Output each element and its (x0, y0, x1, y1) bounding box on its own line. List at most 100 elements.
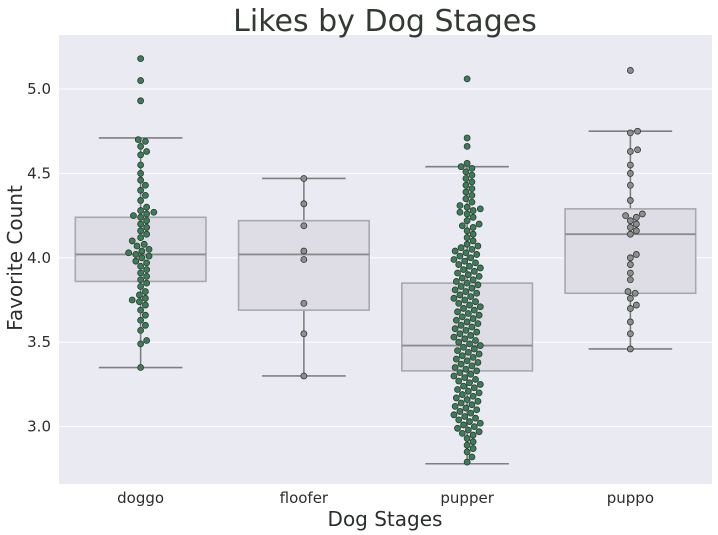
data-point (463, 159, 471, 167)
data-point (476, 419, 484, 427)
data-point (300, 299, 308, 307)
data-point (476, 381, 484, 388)
data-point (467, 254, 475, 262)
data-point (300, 175, 308, 182)
data-point (469, 230, 477, 238)
data-point (622, 212, 629, 220)
data-point (626, 305, 634, 312)
data-point (463, 279, 471, 287)
data-point (476, 264, 484, 272)
data-point (473, 406, 481, 414)
data-point (472, 259, 479, 267)
data-point (137, 316, 145, 324)
data-point (475, 350, 483, 358)
data-point (455, 299, 463, 307)
data-point (469, 224, 477, 231)
data-point (466, 418, 473, 425)
data-point (456, 330, 464, 338)
data-point (143, 337, 151, 344)
data-point (452, 316, 460, 324)
data-point (463, 234, 471, 241)
data-point (462, 365, 470, 373)
data-point (450, 333, 458, 341)
data-point (143, 259, 151, 267)
data-point (463, 217, 471, 225)
data-point (137, 276, 145, 284)
data-point (142, 191, 149, 199)
data-point (137, 364, 145, 371)
data-point (468, 362, 476, 370)
data-point (632, 220, 640, 228)
data-point (626, 330, 634, 338)
data-point (142, 294, 149, 302)
data-point (300, 247, 308, 255)
data-point (137, 97, 145, 105)
data-point (468, 401, 476, 409)
x-tick-label: floofer (280, 489, 329, 507)
data-point (137, 207, 145, 214)
data-point (455, 261, 463, 268)
data-point (300, 200, 308, 208)
data-point (475, 311, 483, 319)
data-point (626, 269, 634, 277)
data-point (300, 256, 308, 263)
data-point (626, 224, 634, 231)
data-point (462, 404, 470, 412)
data-point (463, 357, 471, 365)
data-point (137, 326, 145, 334)
data-point (143, 203, 151, 211)
data-point (455, 338, 463, 346)
data-point (468, 284, 476, 292)
data-point (136, 298, 143, 306)
data-point (626, 181, 634, 189)
data-point (134, 136, 142, 144)
data-point (451, 402, 459, 410)
data-point (469, 213, 477, 221)
data-point (458, 274, 466, 282)
data-point (469, 207, 477, 214)
chart-title: Likes by Dog Stages (233, 4, 537, 39)
y-axis-label: Favorite Count (3, 185, 27, 331)
data-point (128, 296, 136, 304)
data-point (463, 210, 471, 218)
data-point (143, 210, 151, 218)
data-point (468, 191, 476, 199)
data-point (137, 269, 145, 277)
data-point (634, 146, 641, 154)
data-point (464, 310, 472, 317)
data-point (463, 240, 471, 248)
data-point (450, 294, 458, 302)
data-point (463, 448, 471, 456)
data-point (460, 343, 467, 351)
data-point (475, 428, 483, 436)
data-point (457, 283, 465, 290)
data-point (462, 326, 470, 334)
data-point (137, 176, 145, 184)
data-point (467, 409, 475, 417)
data-point (300, 222, 308, 230)
data-point (452, 355, 460, 363)
data-point (632, 227, 640, 235)
data-point (463, 143, 471, 150)
data-point (476, 342, 484, 349)
data-point (464, 387, 472, 395)
data-point (450, 372, 458, 380)
data-point (626, 276, 634, 284)
data-point (469, 315, 477, 322)
y-tick-label: 3.5 (27, 333, 51, 351)
data-point (472, 414, 479, 422)
data-point (473, 251, 481, 258)
data-point (468, 245, 476, 253)
data-point (470, 384, 478, 392)
data-point (142, 181, 149, 189)
data-point (474, 281, 482, 289)
data-point (468, 198, 476, 206)
data-point (456, 408, 464, 415)
data-point (472, 337, 479, 344)
y-tick-labels: 3.0 3.5 4.0 4.5 5.0 (27, 80, 51, 436)
data-point (138, 254, 146, 262)
data-point (464, 271, 472, 279)
data-point (150, 208, 158, 216)
data-point (455, 416, 463, 424)
data-point (143, 217, 151, 225)
